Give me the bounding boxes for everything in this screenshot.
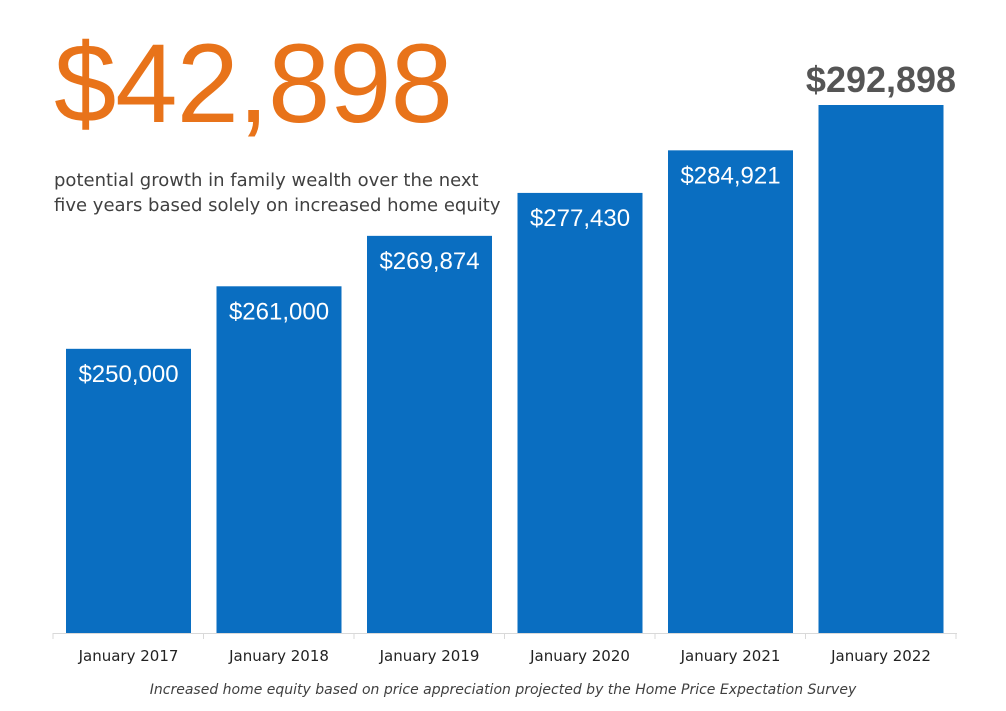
data-label: $292,898 <box>806 59 956 100</box>
data-label: $261,000 <box>229 298 329 325</box>
data-label-group: $250,000 $261,000 $269,874 $277,430 $284,921… <box>78 59 956 388</box>
headline-value: $42,898 <box>54 21 453 146</box>
bar-january-2021 <box>668 150 793 633</box>
bar-january-2018 <box>216 286 342 633</box>
data-label: $284,921 <box>680 162 780 189</box>
bar-group <box>66 105 944 634</box>
bar-january-2017 <box>66 348 191 633</box>
x-tick-label: January 2020 <box>529 647 630 665</box>
headline-description: potential growth in family wealth over t… <box>54 168 524 218</box>
x-tick-label: January 2021 <box>680 647 781 665</box>
bar-january-2019 <box>367 235 492 634</box>
bar-january-2020 <box>517 192 643 634</box>
data-label: $250,000 <box>78 361 178 388</box>
subtitle-line-2: five years based solely on increased hom… <box>54 195 501 216</box>
data-label: $269,874 <box>379 248 479 275</box>
footnote: Increased home equity based on price app… <box>149 682 857 698</box>
x-tick-label: January 2022 <box>830 647 931 665</box>
subtitle-line-1: potential growth in family wealth over t… <box>54 170 479 191</box>
x-axis: January 2017 January 2018 January 2019 Janu… <box>52 633 957 665</box>
bar-january-2022 <box>818 105 944 633</box>
data-label: $277,430 <box>530 205 630 232</box>
x-tick-label: January 2019 <box>379 647 480 665</box>
x-tick-label: January 2018 <box>228 647 329 665</box>
x-tick-label: January 2017 <box>78 647 179 665</box>
